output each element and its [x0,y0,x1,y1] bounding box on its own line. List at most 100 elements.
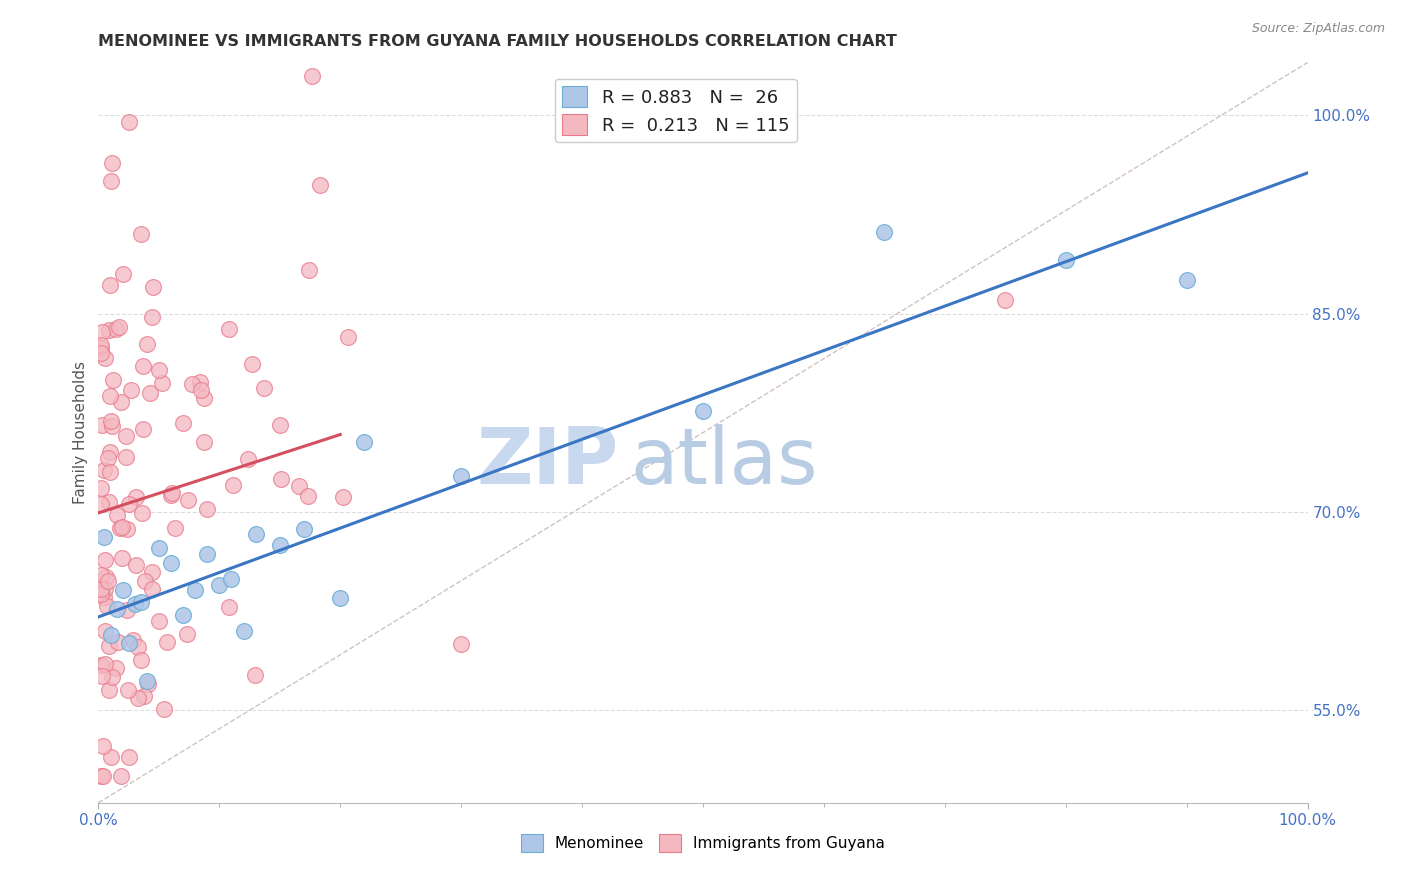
Point [450,637,472,651]
Point [111,519,134,533]
Point [124,490,146,504]
Point [98,465,121,479]
Point [270,471,292,485]
Point [142,280,165,294]
Point [269,537,291,551]
Point [188,376,211,390]
Point [110,521,132,535]
Point [94,624,117,639]
Point [292,522,315,536]
Point [329,591,352,606]
Point [93,530,115,544]
Point [124,597,146,611]
Point [90,481,112,495]
Point [91,326,114,340]
Point [692,404,714,418]
Y-axis label: Family Households: Family Households [73,361,89,504]
Point [93,463,115,477]
Point [124,558,146,572]
Point [118,115,141,129]
Point [90,582,112,597]
Text: MENOMINEE VS IMMIGRANTS FROM GUYANA FAMILY HOUSEHOLDS CORRELATION CHART: MENOMINEE VS IMMIGRANTS FROM GUYANA FAMI… [98,34,897,49]
Point [1175,273,1198,287]
Point [134,574,156,588]
Point [297,489,319,503]
Point [90,337,112,351]
Point [93,553,115,567]
Point [91,739,114,753]
Point [90,342,112,356]
Point [93,582,115,596]
Point [138,385,160,400]
Point [90,568,112,582]
Point [994,293,1017,308]
Point [132,690,155,704]
Point [114,450,136,464]
Point [127,691,149,706]
Point [118,636,141,650]
Point [90,417,112,432]
Point [108,319,131,334]
Point [132,422,155,436]
Point [160,556,183,570]
Point [450,468,472,483]
Point [91,668,114,682]
Point [90,497,112,511]
Point [1054,253,1077,268]
Point [337,330,360,344]
Point [195,502,218,516]
Legend: Menominee, Immigrants from Guyana: Menominee, Immigrants from Guyana [515,829,891,858]
Point [98,445,121,459]
Point [110,769,132,783]
Point [332,490,354,504]
Point [141,582,163,597]
Point [115,602,138,616]
Point [100,749,122,764]
Point [148,615,170,629]
Point [353,435,375,450]
Point [222,477,245,491]
Point [287,479,309,493]
Point [111,582,134,597]
Point [111,551,134,566]
Point [98,278,121,293]
Point [100,174,122,188]
Point [195,547,218,561]
Text: atlas: atlas [630,425,818,500]
Point [90,346,112,360]
Point [100,628,122,642]
Point [240,357,263,371]
Point [269,418,291,433]
Point [101,418,124,433]
Point [193,391,215,405]
Point [118,749,141,764]
Point [98,640,121,654]
Point [236,452,259,467]
Point [97,323,120,337]
Point [129,227,152,242]
Point [193,434,215,449]
Point [127,640,149,655]
Point [135,673,157,688]
Point [190,383,212,397]
Point [153,702,176,716]
Point [110,394,132,409]
Point [176,627,198,641]
Point [136,336,159,351]
Point [132,359,155,374]
Point [105,602,128,616]
Point [97,682,120,697]
Point [184,582,207,597]
Point [104,322,127,336]
Point [90,658,112,673]
Point [91,769,114,783]
Point [97,574,120,589]
Point [115,429,138,443]
Point [160,488,183,502]
Point [181,377,204,392]
Point [98,389,121,403]
Point [105,508,128,523]
Point [177,493,200,508]
Point [98,495,121,509]
Point [90,769,112,783]
